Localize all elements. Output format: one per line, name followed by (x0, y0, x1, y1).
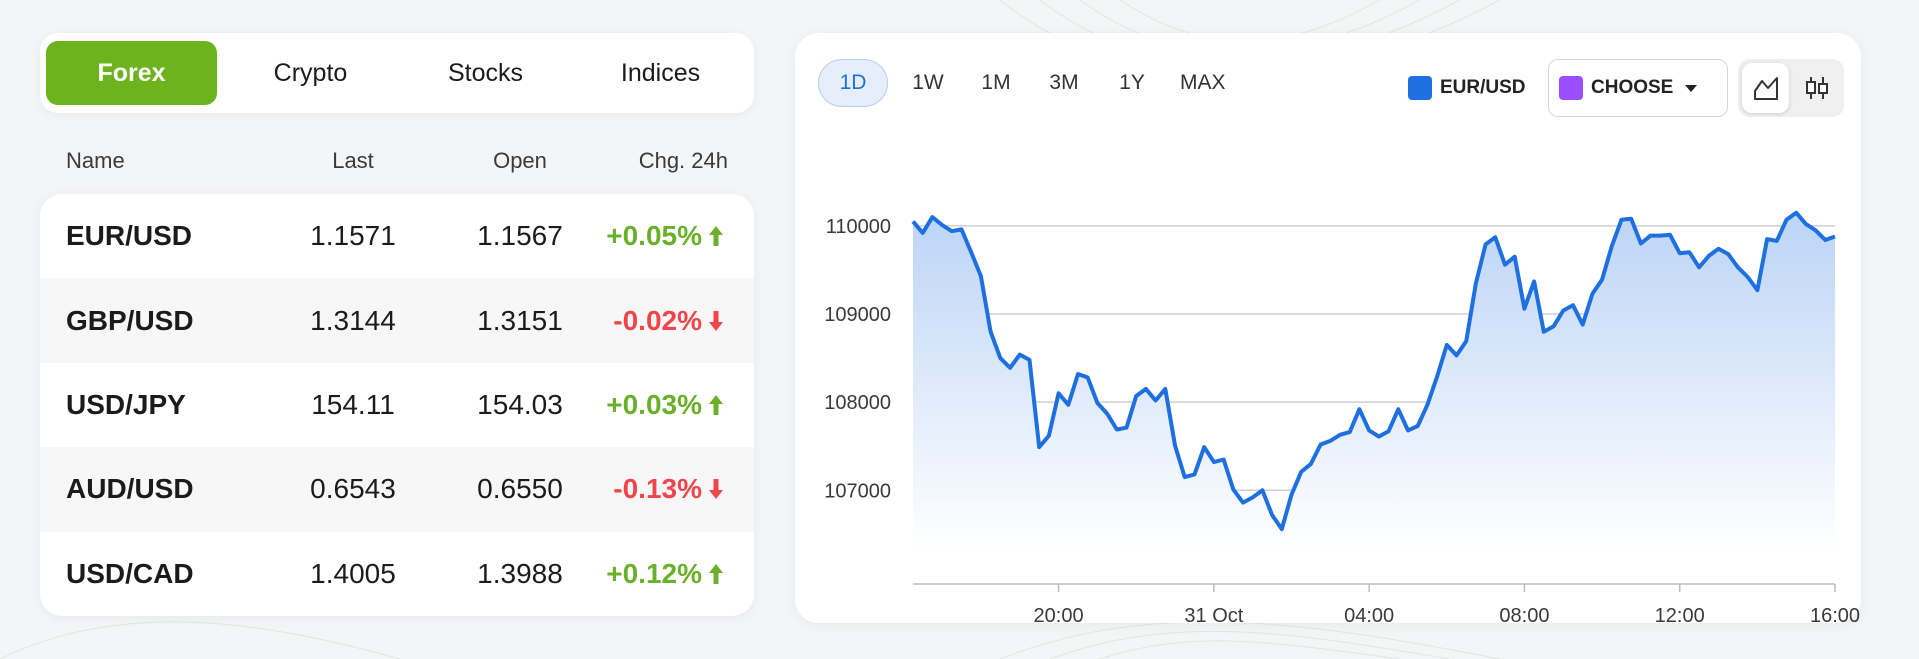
last-price: 154.11 (311, 388, 395, 420)
change-value: +0.12% (606, 557, 702, 589)
change-24h: +0.03% (606, 389, 724, 421)
open-price: 0.6550 (477, 473, 563, 505)
area-chart-icon (1753, 77, 1778, 100)
pair-name: AUD/USD (66, 473, 194, 505)
caret-down-icon (1685, 84, 1698, 92)
market-tabs: Forex Crypto Stocks Indices (40, 33, 754, 113)
x-tick-label: 12:00 (1655, 605, 1705, 623)
last-price: 1.1571 (310, 220, 396, 252)
pair-name: USD/JPY (66, 388, 186, 420)
series-area (913, 212, 1835, 552)
header-name: Name (66, 148, 125, 173)
period-3m[interactable]: 3M (1049, 71, 1079, 94)
table-header: Name Last Open Chg. 24h (40, 140, 754, 180)
period-1m[interactable]: 1M (981, 71, 1011, 94)
price-chart: 110000 109000 108000 107000 20:00 31 Oct 04:00… (824, 210, 1860, 623)
arrow-down-icon (709, 310, 723, 331)
change-value: -0.02% (613, 304, 702, 336)
chart-legend: EUR/USD (1408, 76, 1526, 100)
change-24h: +0.05% (606, 220, 724, 252)
legend-label: EUR/USD (1440, 77, 1526, 98)
change-value: +0.03% (606, 388, 702, 420)
y-tick-label: 108000 (824, 392, 891, 414)
open-price: 1.1567 (477, 220, 563, 252)
table-row[interactable]: EUR/USD 1.1571 1.1567 +0.05% (40, 194, 754, 278)
pair-name: GBP/USD (66, 304, 194, 336)
chart-type-switch (1738, 59, 1844, 117)
period-1w[interactable]: 1W (912, 71, 944, 94)
tab-indices[interactable]: Indices (620, 58, 701, 87)
change-24h: -0.13% (613, 473, 724, 505)
header-open: Open (493, 148, 547, 173)
y-tick-label: 109000 (824, 304, 891, 326)
header-change: Chg. 24h (638, 148, 728, 173)
last-price: 1.4005 (310, 557, 396, 589)
tab-stocks[interactable]: Stocks (447, 58, 524, 87)
x-tick-label: 31 Oct (1184, 605, 1243, 623)
chart-card: 110000 109000 108000 107000 20:00 31 Oct 04:00… (795, 33, 1861, 623)
x-tick-label: 04:00 (1344, 605, 1394, 623)
candlestick-icon (1805, 77, 1828, 99)
series-line-eur-usd (911, 210, 1836, 532)
period-max[interactable]: MAX (1180, 71, 1226, 94)
compare-swatch (1559, 76, 1583, 100)
x-tick-label: 08:00 (1499, 605, 1549, 623)
arrow-up-icon (709, 563, 723, 584)
header-last: Last (332, 148, 374, 173)
table-row[interactable]: GBP/USD 1.3144 1.3151 -0.02% (40, 278, 754, 363)
compare-dropdown[interactable]: CHOOSE (1548, 59, 1728, 117)
period-1y[interactable]: 1Y (1119, 71, 1145, 94)
compare-label: CHOOSE (1591, 77, 1674, 98)
arrow-up-icon (709, 226, 723, 247)
tab-crypto[interactable]: Crypto (273, 58, 348, 87)
pair-name: EUR/USD (66, 220, 193, 252)
change-value: -0.13% (613, 473, 702, 505)
change-value: +0.05% (606, 220, 702, 252)
period-1d[interactable]: 1D (818, 59, 888, 107)
pair-name: USD/CAD (66, 557, 194, 589)
candlestick-button[interactable] (1793, 63, 1840, 113)
last-price: 0.6543 (310, 473, 396, 505)
change-24h: -0.02% (613, 305, 724, 337)
tab-forex[interactable]: Forex (46, 41, 217, 105)
y-tick-label: 110000 (826, 216, 891, 238)
y-tick-label: 107000 (824, 480, 891, 502)
open-price: 154.03 (477, 388, 563, 420)
period-selector: 1D 1W 1M 3M 1Y MAX (818, 59, 1234, 107)
last-price: 1.3144 (310, 304, 396, 336)
table-row[interactable]: USD/CAD 1.4005 1.3988 +0.12% (40, 532, 754, 616)
area-chart-button[interactable] (1742, 63, 1789, 113)
x-tick-label: 20:00 (1034, 605, 1084, 623)
legend-swatch (1408, 76, 1432, 100)
arrow-up-icon (709, 394, 723, 415)
open-price: 1.3988 (477, 557, 563, 589)
table-row[interactable]: AUD/USD 0.6543 0.6550 -0.13% (40, 447, 754, 532)
change-24h: +0.12% (606, 558, 724, 590)
arrow-down-icon (709, 479, 723, 500)
table-row[interactable]: USD/JPY 154.11 154.03 +0.03% (40, 363, 754, 447)
x-tick-label: 16:00 (1810, 605, 1860, 623)
quotes-table: EUR/USD 1.1571 1.1567 +0.05% GBP/USD 1.3… (40, 194, 754, 616)
open-price: 1.3151 (477, 304, 563, 336)
